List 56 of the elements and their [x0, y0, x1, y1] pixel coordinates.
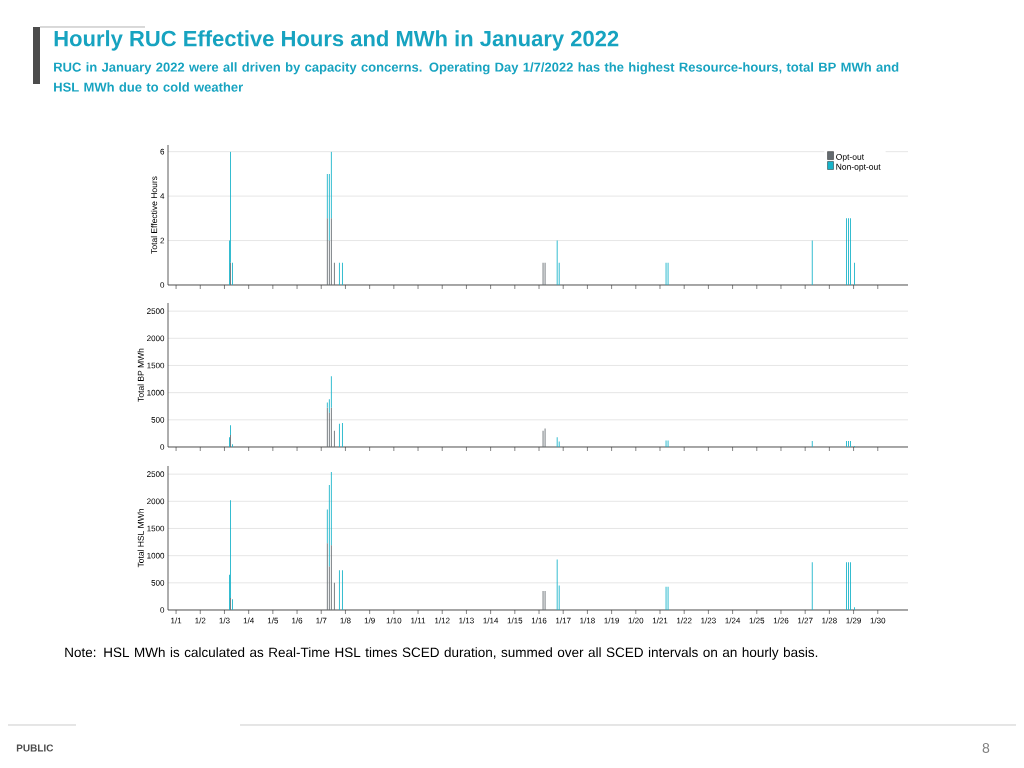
y-tick-label: 1500: [147, 362, 165, 369]
x-tick-label: 1/22: [677, 617, 692, 624]
x-tick-label: 1/13: [459, 617, 474, 624]
x-tick-label: 1/1: [171, 617, 182, 624]
y-tick-label: 2500: [147, 471, 165, 477]
legend-label: Opt-out: [836, 153, 865, 162]
y-tick-label: 2: [160, 237, 165, 244]
x-tick-label: 1/30: [870, 617, 886, 624]
y-tick-label: 6: [160, 148, 165, 155]
x-tick-label: 1/21: [652, 617, 668, 624]
y-axis-title: Total BP MWh: [137, 348, 144, 402]
y-tick-label: 1000: [147, 389, 165, 396]
chart-title: Hourly RUC Effective Hours and MWh in January 2022: [54, 30, 619, 51]
y-tick-label: 500: [151, 580, 165, 586]
x-tick-label: 1/14: [483, 617, 499, 624]
x-tick-label: 1/6: [292, 617, 303, 624]
y-axis-title: Total Effective Hours: [150, 176, 158, 254]
x-tick-label: 1/19: [604, 617, 619, 624]
x-tick-label: 1/5: [267, 617, 279, 624]
x-tick-label: 1/25: [749, 617, 765, 624]
text: PUBLIC: [16, 744, 54, 752]
x-tick-label: 1/28: [822, 617, 837, 624]
x-tick-label: 1/3: [219, 617, 230, 624]
x-tick-label: 1/23: [701, 617, 716, 624]
y-tick-label: 2000: [147, 498, 165, 505]
x-tick-label: 1/8: [340, 617, 351, 624]
x-tick-label: 1/15: [507, 617, 523, 624]
y-tick-label: 1000: [147, 552, 165, 559]
y-axis-title: Total HSL MWh: [137, 509, 144, 568]
x-tick-label: 1/11: [411, 617, 426, 624]
y-tick-label: 2000: [147, 335, 165, 342]
x-tick-label: 1/16: [531, 617, 547, 624]
x-tick-label: 1/18: [580, 617, 595, 624]
text: Note: HSL MWh is calculated as Real-Time HSL times SCED duration, summed over all SCED intervals on an hourly basis.: [65, 647, 818, 660]
legend-label: Non-opt-out: [836, 163, 881, 172]
y-tick-label: 1500: [147, 525, 165, 532]
x-tick-label: 1/24: [725, 617, 741, 624]
x-tick-label: 1/12: [435, 617, 450, 624]
y-tick-label: 500: [151, 417, 165, 423]
chart-subtitle: RUC in January 2022 were all driven by capacity concerns. Operating Day 1/7/2022 has the highest Resource-hours, total BP MWh and HSL MWh due to cold weather: [54, 62, 899, 92]
x-tick-label: 1/17: [556, 617, 571, 624]
y-tick-label: 0: [160, 607, 165, 613]
x-tick-label: 1/29: [846, 617, 861, 624]
y-tick-label: 4: [160, 193, 165, 199]
x-tick-label: 1/7: [316, 617, 327, 624]
x-tick-label: 1/10: [386, 617, 402, 624]
y-tick-label: 0: [160, 282, 165, 288]
x-tick-label: 1/27: [798, 617, 813, 624]
x-tick-label: 1/9: [364, 617, 375, 624]
text: 8: [982, 743, 990, 753]
y-tick-label: 0: [160, 444, 165, 450]
x-tick-label: 1/26: [773, 617, 789, 624]
x-tick-label: 1/20: [628, 617, 644, 624]
y-tick-label: 2500: [147, 308, 165, 314]
x-tick-label: 1/4: [243, 617, 254, 624]
x-tick-label: 1/2: [195, 617, 206, 624]
